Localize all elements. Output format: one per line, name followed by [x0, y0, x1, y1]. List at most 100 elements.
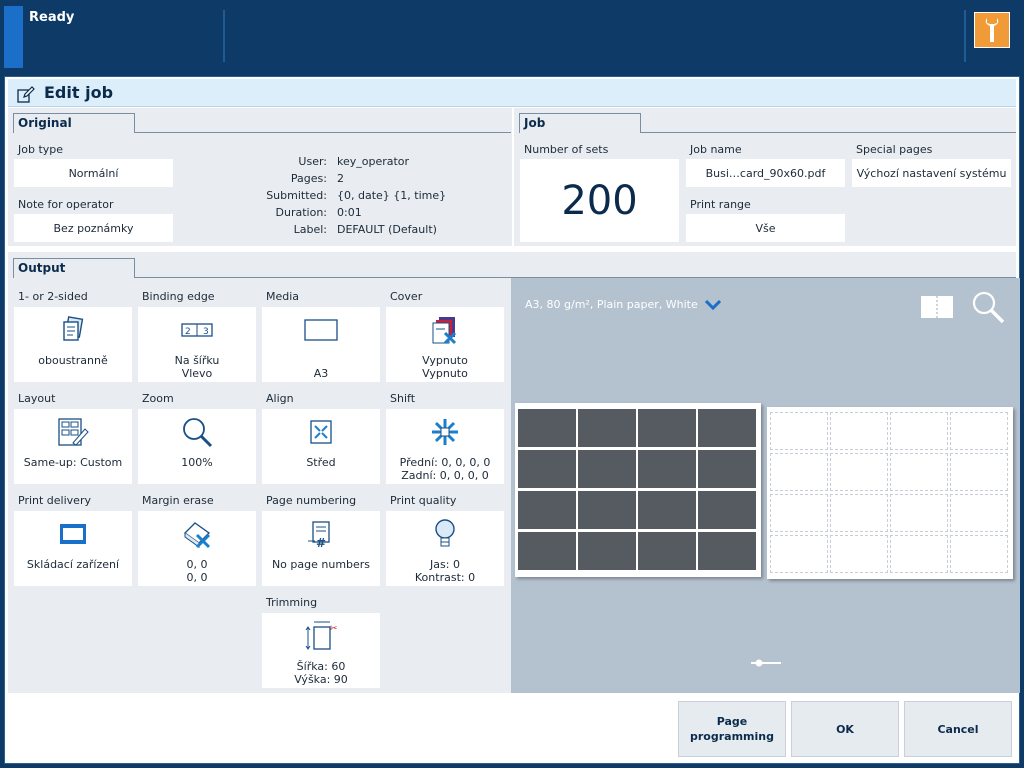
edit-job-dialog: Edit job Original Job type Normální Note… — [4, 76, 1020, 764]
job-type-field[interactable]: Normální — [14, 159, 173, 187]
print-range-field[interactable]: Vše — [686, 214, 845, 242]
special-pages-label: Special pages — [856, 143, 933, 156]
cancel-button[interactable]: Cancel — [904, 701, 1012, 757]
svg-text:2: 2 — [185, 327, 191, 337]
print-quality-tile[interactable]: Jas: 0 Kontrast: 0 — [386, 511, 504, 586]
zoom-tile[interactable]: 100% — [138, 409, 256, 484]
sets-label: Number of sets — [524, 143, 609, 156]
tab-divider — [641, 132, 1016, 133]
binding-edge-value: Na šířku — [174, 354, 220, 367]
cover-label: Cover — [386, 288, 504, 307]
media-value: A3 — [313, 367, 329, 380]
wrench-icon — [985, 18, 999, 42]
binding-edge-label: Binding edge — [138, 288, 256, 307]
job-name-label: Job name — [690, 143, 742, 156]
ok-button[interactable]: OK — [791, 701, 899, 757]
shift-tile[interactable]: Přední: 0, 0, 0, 0 Zadní: 0, 0, 0, 0 — [386, 409, 504, 484]
tab-job[interactable]: Job — [519, 113, 641, 133]
edit-job-icon — [17, 86, 35, 103]
duplex-label: 1- or 2-sided — [14, 288, 132, 307]
job-name-field[interactable]: Busi…card_90x60.pdf — [686, 159, 845, 187]
margin-erase-label: Margin erase — [138, 492, 256, 511]
binding-edge-value2: Vlevo — [181, 367, 213, 380]
tab-divider — [135, 277, 1016, 278]
layout-icon — [58, 418, 89, 446]
special-pages-field[interactable]: Výchozí nastavení systému — [852, 159, 1011, 187]
preview-sheet-back — [767, 407, 1013, 579]
print-range-label: Print range — [690, 198, 751, 211]
info-key: Duration: — [275, 206, 327, 219]
page-numbering-icon: # — [308, 521, 330, 548]
tab-output[interactable]: Output — [13, 258, 135, 278]
cover-tile[interactable]: Vypnuto Vypnuto — [386, 307, 504, 382]
trimming-icon: ✂ — [305, 621, 338, 650]
layout-value: Same-up: Custom — [23, 456, 123, 469]
info-value: key_operator — [337, 155, 410, 168]
align-value: Střed — [306, 456, 336, 469]
info-value: DEFAULT (Default) — [337, 223, 437, 236]
preview-media-dropdown[interactable]: A3, 80 g/m², Plain paper, White — [525, 298, 722, 311]
page-numbering-label: Page numbering — [262, 492, 380, 511]
svg-text:3: 3 — [203, 327, 209, 337]
preview-sheet-front — [515, 403, 761, 577]
info-value: 2 — [337, 172, 344, 185]
brightness-value: Jas: 0 — [430, 558, 460, 571]
align-label: Align — [262, 390, 380, 409]
trimming-tile[interactable]: ✂ Šířka: 60 Výška: 90 — [262, 613, 380, 688]
note-field[interactable]: Bez poznámky — [14, 214, 173, 242]
chevron-down-icon — [705, 299, 722, 311]
status-panel[interactable] — [4, 6, 223, 68]
shift-icon — [432, 419, 458, 445]
shift-front-value: Přední: 0, 0, 0, 0 — [399, 456, 491, 469]
page-numbering-value: No page numbers — [271, 558, 371, 571]
dialog-title: Edit job — [44, 83, 114, 102]
info-key: Label: — [293, 223, 327, 236]
dialog-header: Edit job — [8, 79, 1016, 107]
duplex-icon — [63, 316, 84, 341]
layout-tile[interactable]: Same-up: Custom — [14, 409, 132, 484]
tab-original[interactable]: Original — [13, 113, 135, 133]
shift-back-value: Zadní: 0, 0, 0, 0 — [401, 469, 489, 482]
note-label: Note for operator — [18, 198, 114, 211]
magnifier-icon[interactable] — [971, 290, 1005, 324]
page-numbering-tile[interactable]: # No page numbers — [262, 511, 380, 586]
book-view-icon[interactable] — [920, 294, 954, 320]
zoom-label: Zoom — [138, 390, 256, 409]
print-quality-label: Print quality — [386, 492, 504, 511]
zoom-value: 100% — [181, 456, 213, 469]
page-programming-button[interactable]: Page programming — [678, 701, 786, 757]
align-tile[interactable]: Střed — [262, 409, 380, 484]
shift-label: Shift — [386, 390, 504, 409]
info-value: {0, date} {1, time} — [337, 189, 447, 202]
info-value: 0:01 — [337, 206, 362, 219]
contrast-value: Kontrast: 0 — [414, 571, 476, 584]
sets-field[interactable]: 200 — [520, 159, 679, 242]
job-type-label: Job type — [18, 143, 64, 156]
info-key: User: — [298, 155, 327, 168]
cover-icon — [432, 317, 457, 345]
duplex-value: oboustranně — [38, 354, 108, 367]
margin-erase-tile[interactable]: 0, 0 0, 0 — [138, 511, 256, 586]
margin-erase-value2: 0, 0 — [186, 571, 208, 584]
status-divider — [223, 10, 225, 62]
tools-button[interactable] — [974, 12, 1010, 48]
print-delivery-label: Print delivery — [14, 492, 132, 511]
print-delivery-tile[interactable]: Skládací zařízení — [14, 511, 132, 586]
margin-erase-icon — [183, 522, 211, 549]
slider-handle-icon[interactable] — [749, 658, 783, 668]
delivery-icon — [60, 524, 86, 544]
trimming-width-value: Šířka: 60 — [296, 660, 346, 673]
media-label: Media — [262, 288, 380, 307]
status-text: Ready — [29, 10, 75, 25]
svg-text:#: # — [316, 536, 326, 548]
print-delivery-value: Skládací zařízení — [26, 558, 120, 571]
status-bar: Ready — [0, 0, 1024, 76]
media-tile[interactable]: A3 — [262, 307, 380, 382]
duplex-tile[interactable]: oboustranně — [14, 307, 132, 382]
zoom-icon — [183, 418, 213, 448]
cover-value: Vypnuto — [422, 354, 468, 367]
cover-value2: Vypnuto — [422, 367, 468, 380]
print-preview[interactable]: A3, 80 g/m², Plain paper, White — [511, 278, 1020, 693]
